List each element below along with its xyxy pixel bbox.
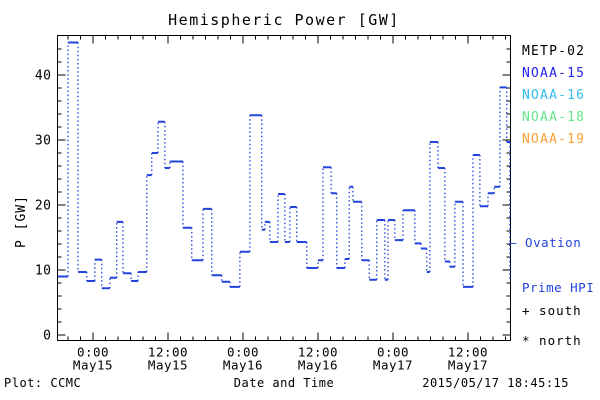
y-tick-label: 30 xyxy=(35,134,52,149)
legend-item-noaa16: NOAA-16 xyxy=(522,88,586,103)
legend-model-line2: Prime HPI xyxy=(522,280,595,295)
legend-model-line1: — Ovation xyxy=(509,235,582,250)
legend-item-noaa15: NOAA-15 xyxy=(522,66,586,81)
chart-title: Hemispheric Power [GW] xyxy=(168,11,400,29)
plot-frame xyxy=(57,35,511,341)
legend-item-noaa19: NOAA-19 xyxy=(522,132,586,147)
y-tick-label: 40 xyxy=(35,69,52,84)
x-tick-time-label: 12:00 xyxy=(298,345,338,360)
x-tick-date-label: May16 xyxy=(298,358,338,373)
x-tick-date-label: May17 xyxy=(373,358,413,373)
x-tick-time-label: 12:00 xyxy=(148,345,188,360)
x-tick-time-label: 0:00 xyxy=(227,345,259,360)
y-tick-label: 0 xyxy=(43,329,51,344)
hpi-step-series xyxy=(58,41,511,290)
x-axis-label: Date and Time xyxy=(233,376,335,390)
x-tick-date-label: May17 xyxy=(448,358,488,373)
y-tick-label: 10 xyxy=(35,264,52,279)
y-tick-label: 20 xyxy=(35,199,52,214)
legend-item-metp02: METP-02 xyxy=(522,44,586,59)
hpi-series-steps xyxy=(58,41,511,290)
y-axis-label: P [GW] xyxy=(14,195,29,248)
x-tick-time-label: 0:00 xyxy=(77,345,109,360)
plot-timestamp: 2015/05/17 18:45:15 xyxy=(422,376,569,390)
x-tick-time-label: 0:00 xyxy=(377,345,409,360)
legend-marker-south: + south xyxy=(522,303,582,318)
x-tick-date-label: May15 xyxy=(73,358,113,373)
legend-item-noaa18: NOAA-18 xyxy=(522,110,586,125)
hpi-series-vertical-connectors xyxy=(67,42,511,289)
x-tick-date-label: May15 xyxy=(148,358,188,373)
plot-source-label: Plot: CCMC xyxy=(4,376,82,390)
legend-marker-north: * north xyxy=(522,333,582,348)
legend-model-ovation: — Ovation Prime HPI xyxy=(509,205,594,325)
x-tick-date-label: May16 xyxy=(223,358,263,373)
x-tick-time-label: 12:00 xyxy=(448,345,488,360)
